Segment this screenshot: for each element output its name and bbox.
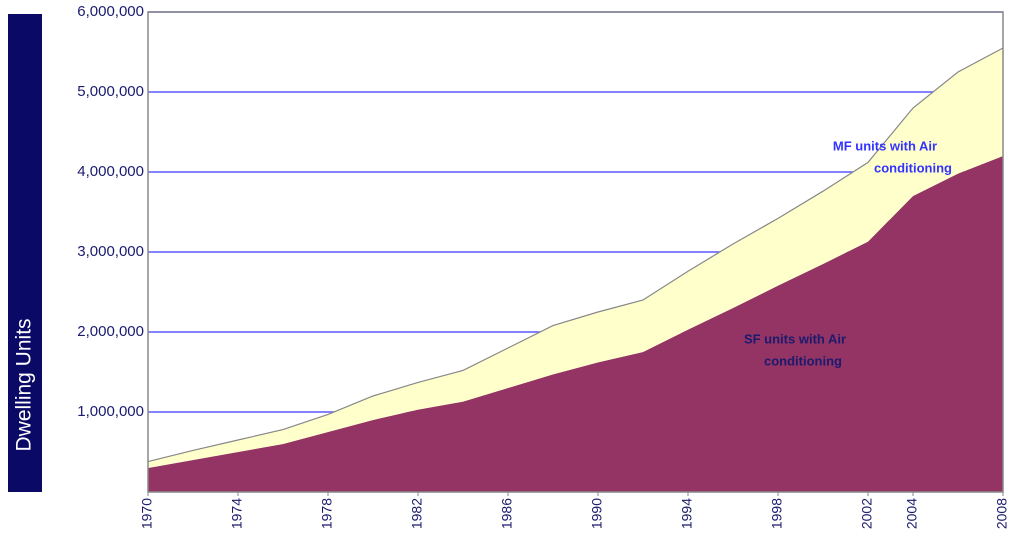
y-tick-label: 1,000,000 [77, 403, 144, 420]
y-tick-label: 3,000,000 [77, 243, 144, 260]
x-tick-label: 1998 [769, 498, 785, 529]
area-outline [147, 47, 1004, 463]
y-tick-label: 4,000,000 [77, 163, 144, 180]
series-label: SF units with Air [744, 331, 846, 346]
x-tick-label: 1978 [319, 498, 335, 529]
x-tick-label: 2004 [904, 498, 920, 529]
x-tick-label: 1982 [409, 498, 425, 529]
x-tick-label: 2008 [994, 498, 1010, 529]
x-tick-label: 1974 [229, 498, 245, 529]
x-tick-label: 2002 [859, 498, 875, 529]
x-tick-label: 1970 [139, 498, 155, 529]
area [148, 48, 1003, 468]
x-tick-label: 1986 [499, 498, 515, 529]
plot-border [147, 11, 1004, 493]
y-tick-label: 5,000,000 [77, 83, 144, 100]
area [148, 156, 1003, 492]
y-tick-label: 6,000,000 [77, 3, 144, 20]
x-tick-label: 1994 [679, 498, 695, 529]
y-axis-label-box [8, 14, 42, 492]
series-label: conditioning [764, 353, 842, 368]
y-axis-label: Dwelling Units [13, 318, 36, 451]
y-tick-label: 2,000,000 [77, 323, 144, 340]
series-label: conditioning [874, 160, 952, 175]
x-tick-label: 1990 [589, 498, 605, 529]
series-label: MF units with Air [833, 138, 937, 153]
